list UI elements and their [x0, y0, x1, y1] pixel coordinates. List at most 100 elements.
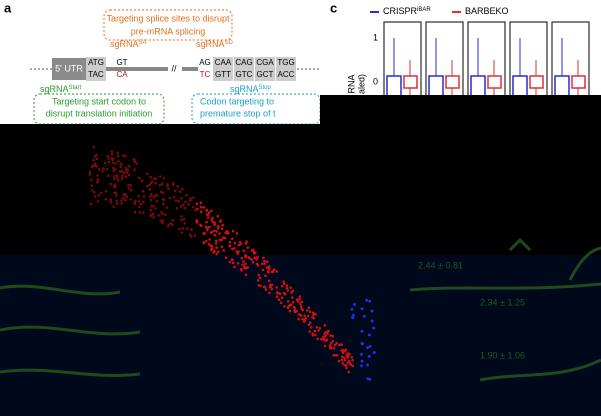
box — [529, 75, 544, 89]
dot — [137, 200, 141, 203]
dot — [178, 227, 181, 231]
dot — [362, 314, 366, 318]
dot — [296, 300, 300, 303]
dot — [145, 185, 149, 188]
dot — [348, 359, 351, 363]
dot — [246, 246, 250, 249]
dot — [220, 245, 224, 249]
dot — [244, 273, 248, 277]
dot — [288, 309, 292, 313]
dot — [368, 344, 372, 348]
dot — [191, 205, 195, 209]
dot — [109, 198, 112, 202]
dot — [185, 227, 189, 231]
annotation: 2.44 ± 0.81 — [418, 260, 463, 270]
dot — [181, 203, 185, 207]
dot — [308, 321, 312, 324]
dot — [120, 202, 124, 205]
dot — [295, 298, 299, 302]
dot — [89, 202, 93, 205]
dot — [121, 154, 125, 157]
dot — [350, 356, 354, 359]
axis-label: RNA — [346, 74, 356, 93]
dot — [129, 188, 133, 192]
legend-entry: CRISPRiBAR — [383, 6, 431, 16]
codon: ATG — [88, 58, 104, 67]
dot — [361, 342, 364, 346]
dot — [140, 202, 143, 206]
box — [470, 75, 486, 97]
dot — [280, 284, 284, 288]
dot — [116, 154, 120, 158]
dot — [291, 296, 294, 299]
dot — [244, 262, 247, 266]
dot — [282, 280, 285, 283]
dot — [235, 232, 239, 235]
dot — [334, 354, 337, 357]
dot — [213, 223, 216, 227]
dot — [96, 200, 100, 203]
text: sgRNA — [230, 84, 259, 94]
dot — [152, 216, 155, 219]
dot — [174, 199, 178, 202]
dot — [218, 232, 221, 235]
dot — [268, 267, 271, 271]
dot — [336, 354, 339, 357]
dot — [318, 327, 322, 330]
dot — [96, 178, 100, 181]
dot — [300, 300, 304, 304]
dot — [184, 200, 187, 204]
dot — [116, 176, 119, 179]
dot — [109, 182, 113, 186]
dot — [124, 175, 128, 178]
codon: CAG — [235, 58, 252, 67]
dot — [116, 152, 119, 155]
dot — [110, 150, 113, 153]
dot — [146, 172, 149, 176]
dot — [177, 199, 180, 203]
codon-box — [234, 57, 254, 81]
dot — [166, 225, 170, 228]
dot — [308, 330, 311, 333]
dot — [306, 314, 310, 318]
dot — [329, 334, 332, 337]
dot — [233, 265, 236, 269]
dot — [270, 283, 274, 287]
dot — [231, 237, 234, 241]
dot — [282, 282, 286, 286]
dot — [253, 256, 257, 260]
dot — [331, 334, 335, 338]
dot — [155, 199, 159, 203]
utr-box — [52, 58, 86, 80]
dot — [167, 187, 170, 190]
dot — [190, 228, 193, 231]
dot — [343, 356, 346, 360]
dot — [127, 173, 131, 177]
dot — [332, 347, 336, 350]
dot — [308, 310, 312, 314]
note-box — [103, 9, 233, 41]
dot — [310, 326, 313, 329]
dot — [104, 197, 108, 201]
dot — [188, 233, 192, 236]
dot — [149, 182, 153, 185]
dot — [341, 351, 345, 355]
dot — [214, 242, 218, 245]
dot — [351, 364, 355, 368]
dot — [366, 346, 369, 350]
dot — [314, 333, 317, 337]
dot — [120, 199, 123, 202]
dot — [123, 171, 126, 175]
dot — [180, 231, 184, 234]
annotation: 1.90 ± 1.06 — [480, 350, 525, 360]
dot — [149, 198, 153, 202]
dot — [179, 205, 183, 208]
dot — [268, 265, 271, 268]
dot — [210, 230, 214, 234]
dot — [231, 229, 235, 233]
dot — [202, 241, 206, 245]
dot — [211, 216, 214, 220]
glitch-line — [0, 237, 601, 382]
